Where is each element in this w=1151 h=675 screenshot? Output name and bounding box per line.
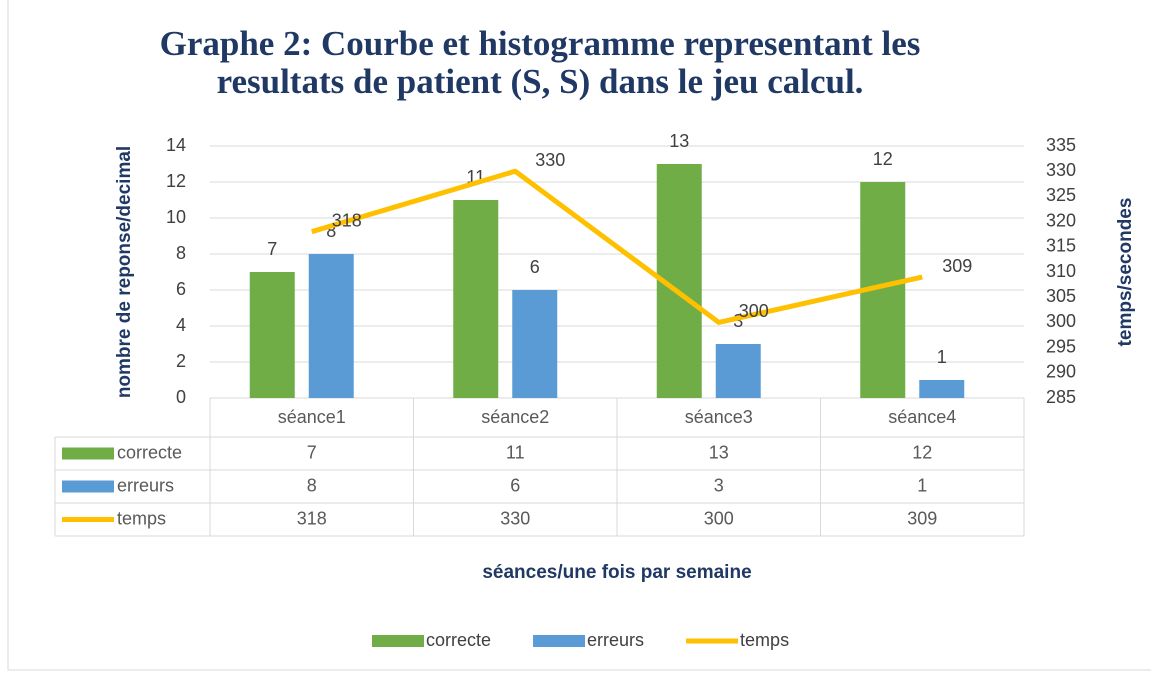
legend-label: correcte	[426, 630, 491, 650]
data-label: 13	[669, 131, 689, 151]
x-tick-label: séance2	[481, 407, 549, 427]
table-key	[62, 480, 114, 493]
y2-tick-label: 330	[1046, 160, 1076, 180]
table-cell: 11	[506, 442, 525, 462]
table-cell: 12	[912, 442, 932, 462]
chart-frame	[7, 0, 1151, 671]
y2-tick-label: 285	[1046, 387, 1076, 407]
data-label: 3	[733, 311, 743, 331]
y-tick-label: 6	[176, 279, 186, 299]
data-label: 12	[873, 149, 893, 169]
y-tick-label: 14	[166, 135, 186, 155]
table-cell: 1	[917, 475, 927, 495]
x-tick-label: séance3	[685, 407, 753, 427]
table-cell: 3	[714, 475, 724, 495]
bar	[453, 200, 499, 398]
data-label: 330	[535, 150, 565, 170]
y2-tick-label: 305	[1046, 286, 1076, 306]
y-tick-label: 12	[166, 171, 186, 191]
chart-title-line: resultats de patient (S, S) dans le jeu …	[217, 62, 864, 101]
y-tick-label: 8	[176, 243, 186, 263]
data-label: 318	[332, 210, 362, 230]
y2-tick-label: 325	[1046, 185, 1076, 205]
table-cell: 318	[297, 508, 327, 528]
table-row-label: erreurs	[117, 475, 174, 495]
legend-key	[533, 635, 586, 647]
legend-label: temps	[740, 630, 789, 650]
bar	[512, 290, 558, 398]
data-label: 7	[267, 239, 277, 259]
line	[311, 168, 923, 325]
bar	[715, 344, 761, 398]
y-tick-label: 10	[166, 207, 186, 227]
y2-tick-label: 315	[1046, 236, 1076, 256]
chart-title-line: Graphe 2: Courbe et histogramme represen…	[160, 24, 921, 63]
data-label: 6	[530, 257, 540, 277]
y-tick-label: 2	[176, 351, 186, 371]
y2-tick-label: 310	[1046, 261, 1076, 281]
y2-tick-label: 335	[1046, 135, 1076, 155]
bar	[249, 272, 295, 398]
data-label: 309	[942, 256, 972, 276]
table-row-label: correcte	[117, 442, 182, 462]
y2-axis-title: temps/secondes	[1115, 198, 1136, 347]
table-cell: 300	[704, 508, 734, 528]
y2-tick-label: 300	[1046, 311, 1076, 331]
data-label: 300	[739, 301, 769, 321]
table-cell: 330	[500, 508, 530, 528]
x-tick-label: séance4	[888, 407, 956, 427]
table-cell: 8	[307, 475, 317, 495]
y-tick-label: 4	[176, 315, 186, 335]
table-cell: 6	[510, 475, 520, 495]
y-axis-title: nombre de reponse/decimal	[114, 146, 135, 398]
legend-label: erreurs	[587, 630, 644, 650]
y2-tick-label: 295	[1046, 336, 1076, 356]
bar	[919, 380, 965, 398]
bar	[308, 254, 354, 398]
table-cell: 13	[709, 442, 729, 462]
data-label: 8	[326, 221, 336, 241]
y2-tick-label: 290	[1046, 362, 1076, 382]
table-cell: 309	[907, 508, 937, 528]
y-tick-label: 0	[176, 387, 186, 407]
y2-tick-label: 320	[1046, 210, 1076, 230]
table-row-label: temps	[117, 508, 166, 528]
legend-key	[372, 635, 424, 647]
table-cell: 7	[307, 442, 317, 462]
data-label: 1	[937, 347, 947, 367]
x-tick-label: séance1	[278, 407, 346, 427]
x-axis-title: séances/une fois par semaine	[482, 562, 751, 583]
table-key	[62, 447, 114, 460]
